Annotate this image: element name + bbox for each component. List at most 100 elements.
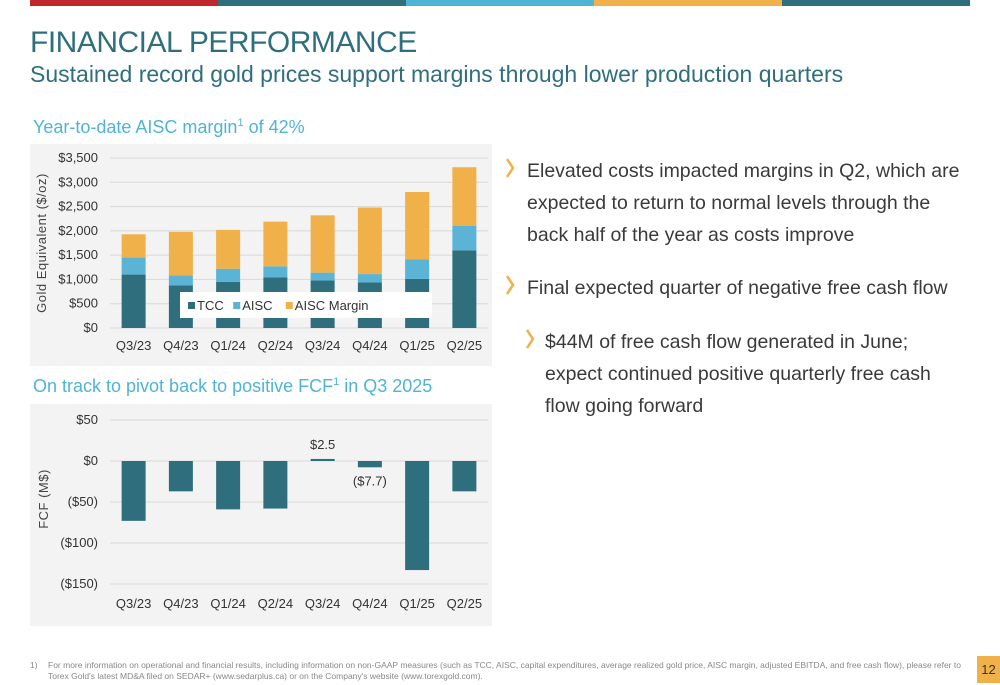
y-tick-label: $500: [69, 296, 98, 311]
bar-fcf: [121, 461, 146, 521]
x-tick-label: Q1/25: [399, 338, 434, 353]
sub-bullet-item: $44M of free cash flow generated in June…: [505, 326, 970, 422]
topbar-segment: [594, 0, 782, 6]
page-title: FINANCIAL PERFORMANCE: [30, 26, 417, 59]
bar-fcf: [452, 461, 477, 492]
chart1-heading-suffix: of 42%: [243, 117, 305, 137]
bullet-list: Elevated costs impacted margins in Q2, w…: [505, 155, 970, 422]
chart2-heading-suffix: in Q3 2025: [339, 376, 433, 396]
y-tick-label: $1,500: [58, 247, 98, 262]
y-axis-label: FCF (M$): [36, 469, 51, 529]
chart2-heading-footnote: 1: [333, 376, 340, 388]
footnote-text: For more information on operational and …: [48, 660, 961, 681]
y-tick-label: $3,500: [58, 150, 98, 165]
bar-aisc: [216, 268, 241, 282]
topbar-segment: [218, 0, 406, 6]
chart2-heading: On track to pivot back to positive FCF1 …: [33, 376, 432, 397]
bar-fcf: [357, 461, 382, 468]
topbar-segment: [406, 0, 594, 6]
top-color-bar: [30, 0, 970, 6]
x-tick-label: Q3/23: [116, 338, 151, 353]
bar-tcc: [121, 274, 146, 328]
y-axis-label: Gold Equivalent ($/oz): [34, 173, 49, 313]
page-number: 12: [977, 656, 1000, 683]
stacked-bar-chart: $0 $500 $1,000 $1,500 $2,000 $2,500 $3,000 $3,5…: [34, 150, 488, 353]
legend-swatch: [233, 302, 241, 309]
y-tick-label: ($150): [60, 576, 98, 591]
x-tick-label: Q2/25: [447, 338, 482, 353]
x-tick-label: Q2/24: [258, 596, 293, 611]
legend-label: AISC: [242, 298, 272, 313]
topbar-segment: [30, 0, 218, 6]
chart-legend: TCC AISC AISC Margin: [180, 292, 432, 318]
x-tick-label: Q4/23: [163, 338, 198, 353]
x-tick-label: Q3/23: [116, 596, 151, 611]
x-tick-label: Q4/24: [352, 338, 387, 353]
bar-aisc: [168, 275, 193, 286]
x-tick-label: Q1/24: [210, 596, 245, 611]
chevron-right-icon: [525, 328, 535, 360]
x-tick-label: Q2/24: [258, 338, 293, 353]
bar-aisc: [121, 257, 146, 275]
bullet-item: Final expected quarter of negative free …: [505, 272, 970, 304]
bar-aisc-margin: [310, 215, 335, 273]
chart1-heading: Year-to-date AISC margin1 of 42%: [33, 117, 305, 138]
legend-label: TCC: [197, 298, 224, 313]
footnote-number: 1): [30, 660, 38, 670]
y-tick-label: $1,000: [58, 271, 98, 286]
bar-aisc: [310, 272, 335, 281]
x-tick-label: Q1/25: [399, 596, 434, 611]
y-tick-label: ($100): [60, 535, 98, 550]
bar-aisc-margin: [405, 192, 430, 260]
bar-fcf: [168, 461, 193, 492]
chart1-panel: $0 $500 $1,000 $1,500 $2,000 $2,500 $3,000 $3,5…: [30, 144, 492, 366]
page-subtitle: Sustained record gold prices support mar…: [30, 61, 844, 87]
bar-tcc: [452, 250, 477, 328]
x-tick-label: Q3/24: [305, 338, 340, 353]
chart2-heading-text: On track to pivot back to positive FCF: [33, 376, 334, 396]
bullet-text: $44M of free cash flow generated in June…: [545, 331, 931, 417]
chevron-right-icon: [505, 274, 515, 306]
y-tick-label: $3,000: [58, 174, 98, 189]
bar-aisc-margin: [263, 221, 288, 267]
bar-aisc-margin: [121, 234, 146, 258]
legend-swatch: [188, 302, 195, 309]
x-tick-label: Q4/23: [163, 596, 198, 611]
x-tick-label: Q4/24: [352, 596, 387, 611]
fcf-bar-chart: ($150) ($100) ($50) $0 $50 FCF (M$) Q3/23 Q4/23…: [36, 412, 488, 611]
y-tick-label: $50: [76, 412, 98, 427]
bullet-text: Final expected quarter of negative free …: [527, 277, 948, 299]
y-tick-label: $2,000: [58, 223, 98, 238]
y-tick-label: $2,500: [58, 199, 98, 214]
chart1-heading-text: Year-to-date AISC margin: [33, 117, 238, 137]
bullet-text: Elevated costs impacted margins in Q2, w…: [527, 160, 960, 246]
bullet-item: Elevated costs impacted margins in Q2, w…: [505, 155, 970, 251]
bar-aisc: [405, 259, 430, 279]
x-tick-label: Q2/25: [447, 596, 482, 611]
chart1-heading-footnote: 1: [237, 117, 244, 129]
legend-swatch: [285, 302, 293, 309]
y-tick-label: ($50): [68, 494, 98, 509]
bar-aisc: [263, 266, 288, 278]
topbar-segment: [782, 0, 970, 6]
data-label: ($7.7): [353, 473, 387, 488]
x-tick-label: Q3/24: [305, 596, 340, 611]
chevron-right-icon: [505, 157, 515, 189]
bar-fcf: [216, 461, 241, 510]
bar-aisc: [452, 226, 477, 251]
legend-background: [180, 292, 432, 318]
bar-aisc-margin: [357, 207, 382, 275]
bar-aisc: [357, 274, 382, 283]
x-tick-label: Q1/24: [210, 338, 245, 353]
bar-aisc-margin: [216, 229, 241, 269]
bar-fcf: [310, 458, 335, 461]
y-tick-label: $0: [84, 453, 98, 468]
chart2-panel: ($150) ($100) ($50) $0 $50 FCF (M$) Q3/23 Q4/23…: [30, 404, 492, 626]
data-label: $2.5: [310, 437, 335, 452]
y-tick-label: $0: [84, 320, 98, 335]
bar-fcf: [263, 461, 288, 509]
bar-aisc-margin: [168, 231, 193, 276]
bar-aisc-margin: [452, 167, 477, 226]
bar-fcf: [405, 461, 430, 571]
legend-label: AISC Margin: [295, 298, 369, 313]
